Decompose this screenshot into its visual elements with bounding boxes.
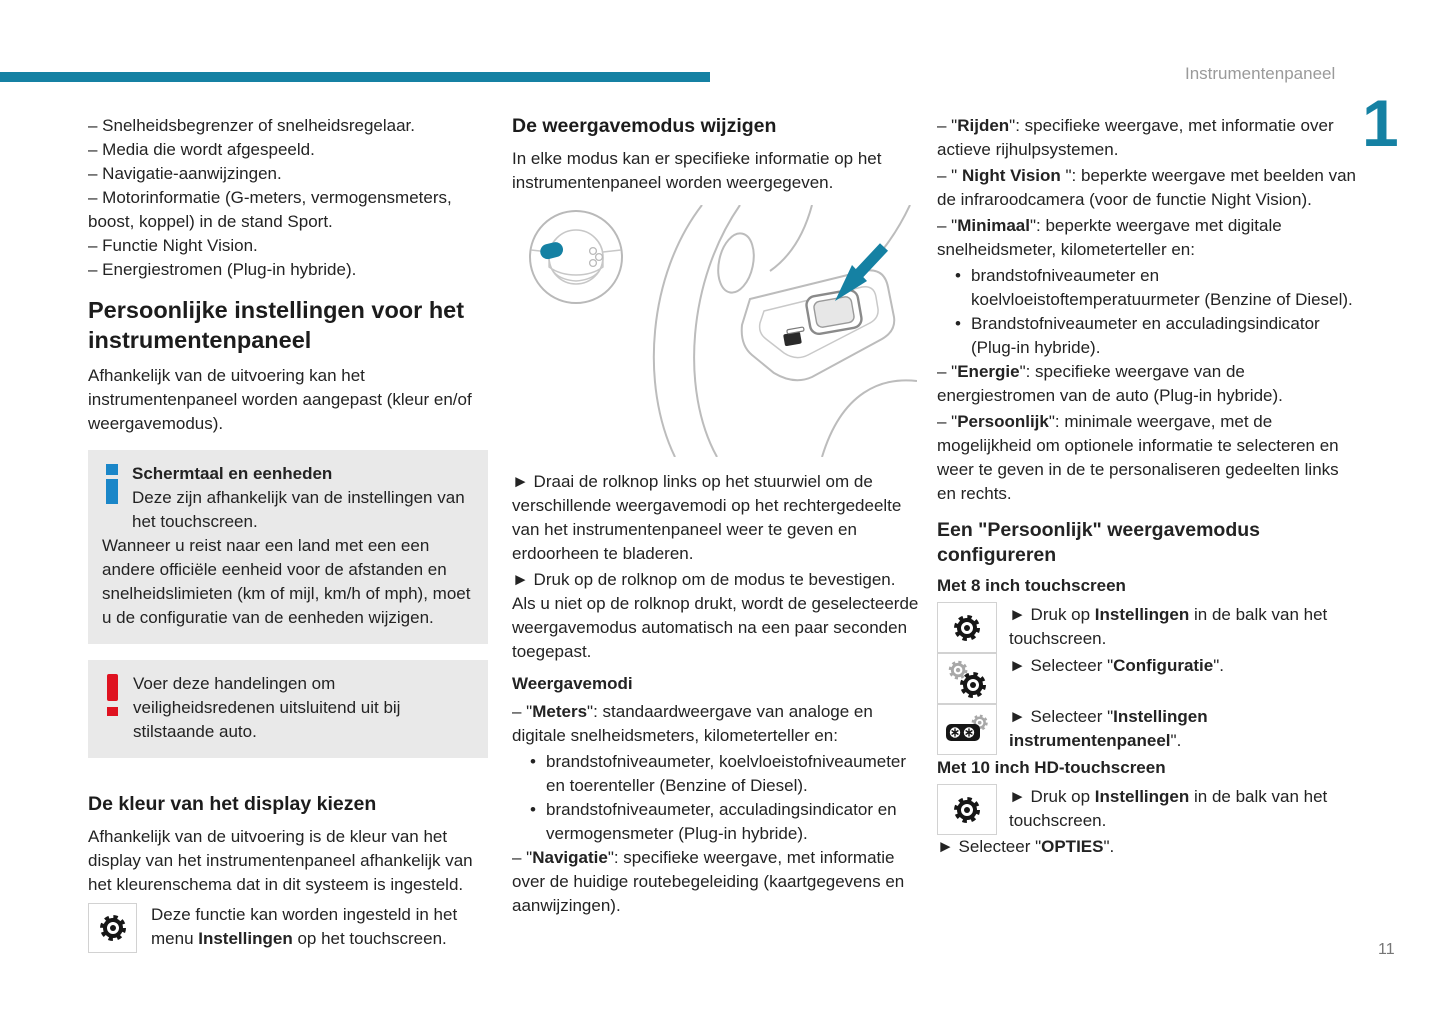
- step-text: ► Druk op Instellingen in de balk van he…: [1009, 605, 1328, 648]
- mode-item: – "Meters": standaardweergave van analog…: [512, 702, 873, 745]
- paragraph: Afhankelijk van de uitvoering is de kleu…: [88, 827, 473, 894]
- page-header-title: Instrumentenpaneel: [1185, 64, 1336, 83]
- bullet-marker: •: [955, 266, 961, 285]
- bullet-marker: •: [530, 800, 536, 819]
- step-text: ► Druk op Instellingen in de balk van he…: [1009, 787, 1328, 830]
- column-middle: De weergavemodus wijzigen In elke modus …: [512, 114, 920, 920]
- bullet-item: • brandstofniveaumeter, koelvloeistofniv…: [512, 750, 920, 798]
- mode-item: – "Persoonlijk": minimale weergave, met …: [937, 412, 1339, 503]
- section-heading-persoonlijk-configureren: Een "Persoonlijk" weergavemodus configur…: [937, 519, 1261, 566]
- step-text: ► Draai de rolknop links op het stuurwie…: [512, 472, 902, 563]
- gear-icon: [88, 903, 137, 953]
- bullet-text: brandstofniveaumeter, acculadingsindicat…: [546, 800, 897, 843]
- page-number: 11: [1378, 941, 1395, 958]
- subheading-8inch: Met 8 inch touchscreen: [937, 576, 1126, 595]
- column-right: – "Rijden": specifieke weergave, met inf…: [937, 114, 1357, 861]
- mode-item: – "Energie": specifieke weergave van de …: [937, 362, 1283, 405]
- info-box-text: Deze zijn afhankelijk van de instellinge…: [132, 488, 465, 531]
- mode-item: – "Minimaal": beperkte weergave met digi…: [937, 216, 1282, 259]
- warning-box-text: Voer deze handelingen om veiligheidsrede…: [133, 674, 401, 741]
- step-row: ► Druk op Instellingen in de balk van he…: [937, 602, 1357, 653]
- info-box: Schermtaal en eenheden Deze zijn afhanke…: [88, 450, 488, 644]
- bullet-item: • brandstofniveaumeter en koelvloeistoft…: [937, 264, 1357, 312]
- warning-exclamation-icon: [106, 674, 119, 723]
- list-item: – Navigatie-aanwijzingen.: [88, 164, 282, 183]
- bullet-marker: •: [530, 752, 536, 771]
- info-box-text: Wanneer u reist naar een land met een ee…: [102, 536, 471, 627]
- gear-icon: [937, 784, 997, 835]
- step-text: ► Druk op de rolknop om de modus te beve…: [512, 570, 919, 661]
- step-row: ► Druk op Instellingen in de balk van he…: [937, 784, 1357, 835]
- step-text: ► Selecteer "Configuratie".: [1009, 656, 1224, 675]
- list-item: – Media die wordt afgespeeld.: [88, 140, 315, 159]
- column-left: – Snelheidsbegrenzer of snelheidsregelaa…: [88, 114, 488, 953]
- mode-item: – "Navigatie": specifieke weergave, met …: [512, 848, 905, 915]
- subheading-10inch: Met 10 inch HD-touchscreen: [937, 758, 1166, 777]
- info-icon: [106, 464, 118, 511]
- bullet-marker: •: [955, 314, 961, 333]
- list-item: – Motorinformatie (G-meters, vermogensme…: [88, 188, 452, 231]
- bullet-text: brandstofniveaumeter en koelvloeistoftem…: [971, 266, 1353, 309]
- step-row: ► Selecteer "Instellingen instrumentenpa…: [937, 704, 1357, 755]
- settings-note-text: Deze functie kan worden ingesteld in het…: [151, 905, 458, 948]
- paragraph: In elke modus kan er specifieke informat…: [512, 149, 882, 192]
- step-row: ► Selecteer "Configuratie".: [937, 653, 1357, 704]
- step-text: ► Selecteer "Instellingen instrumentenpa…: [1009, 707, 1208, 750]
- double-gear-icon: [937, 653, 997, 704]
- list-item: – Functie Night Vision.: [88, 236, 258, 255]
- paragraph: Afhankelijk van de uitvoering kan het in…: [88, 366, 472, 433]
- gear-icon: [937, 602, 997, 653]
- warning-box: Voer deze handelingen om veiligheidsrede…: [88, 660, 488, 758]
- settings-note-row: Deze functie kan worden ingesteld in het…: [88, 903, 488, 953]
- bullet-text: brandstofniveaumeter, koelvloeistofnivea…: [546, 752, 907, 795]
- chapter-number-tab: 1: [1362, 86, 1399, 160]
- list-item: – Snelheidsbegrenzer of snelheidsregelaa…: [88, 116, 416, 135]
- section-heading-kleur-display: De kleur van het display kiezen: [88, 793, 377, 815]
- mode-item: – "Rijden": specifieke weergave, met inf…: [937, 116, 1334, 159]
- section-heading-weergavemodus: De weergavemodus wijzigen: [512, 115, 777, 137]
- list-item: – Energiestromen (Plug-in hybride).: [88, 260, 357, 279]
- bullet-text: Brandstofniveaumeter en acculadingsindic…: [971, 314, 1320, 357]
- subheading-weergavemodi: Weergavemodi: [512, 674, 633, 693]
- bullet-item: • brandstofniveaumeter, acculadingsindic…: [512, 798, 920, 846]
- instrument-cluster-settings-icon: [937, 704, 997, 755]
- info-box-title: Schermtaal en eenheden: [132, 464, 333, 483]
- step-text: ► Selecteer "OPTIES".: [937, 837, 1115, 856]
- bullet-item: • Brandstofniveaumeter en acculadingsind…: [937, 312, 1357, 360]
- mode-item: – " Night Vision ": beperkte weergave me…: [937, 166, 1357, 209]
- section-heading-persoonlijke-instellingen: Persoonlijke instellingen voor het instr…: [88, 297, 465, 353]
- header-accent-bar: [0, 72, 710, 82]
- steering-wheel-illustration: [512, 204, 920, 464]
